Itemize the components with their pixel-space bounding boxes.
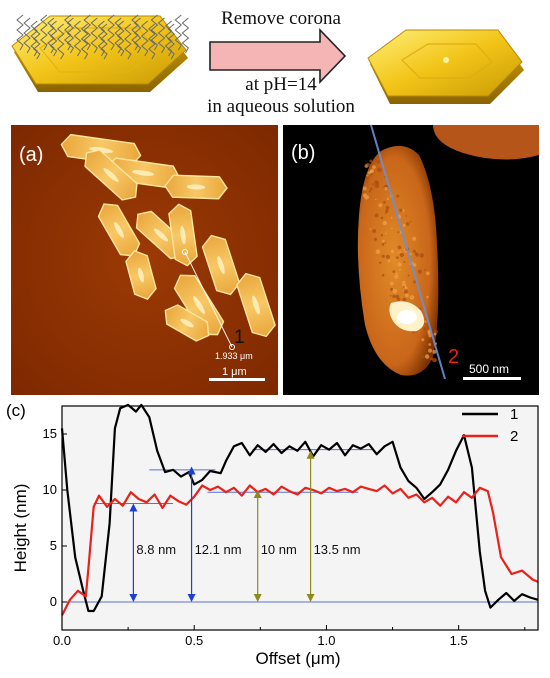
legend-label-1: 1 (510, 406, 518, 423)
legend-label-2: 2 (510, 428, 518, 445)
annotation-label: 10 nm (261, 542, 297, 557)
particle-without-corona (367, 29, 524, 104)
x-tick-label: 1.0 (317, 633, 335, 648)
height-profile-svg: 8.8 nm 12.1 nm 10 nm 13.5 nm 0.0 0.5 1.0 1.5 0 5… (6, 401, 539, 668)
y-tick-label: 5 (50, 538, 57, 553)
afm-image-b: (b) 2 500 nm (283, 124, 539, 395)
nanoplate (236, 272, 276, 338)
panel-a-scalebar (209, 378, 265, 381)
panel-a-measure: 1.933 μm (215, 351, 253, 361)
x-axis-label: Offset (μm) (255, 649, 340, 668)
corona-chain (90, 17, 99, 54)
panel-b-marker: 2 (448, 346, 459, 368)
corona-chain (66, 17, 75, 54)
y-tick-label: 10 (43, 482, 57, 497)
x-tick-label: 1.5 (450, 633, 468, 648)
corona-chain (40, 14, 48, 51)
afm-image-a-graphic: (a) 1 1.933 μm 1 μm (11, 125, 278, 395)
corona-chain (157, 17, 166, 54)
panel-a-label: (a) (19, 144, 43, 166)
annotation-label: 12.1 nm (195, 542, 242, 557)
x-tick-label: 0.5 (185, 633, 203, 648)
annotation-label: 8.8 nm (136, 542, 176, 557)
scheme-line-1: Remove corona (221, 8, 341, 29)
corona-chain (49, 20, 58, 57)
legend: 12 (462, 406, 518, 445)
afm-image-b-graphic: (b) 2 500 nm (283, 124, 539, 395)
x-tick-label: 0.0 (53, 633, 71, 648)
nanoplate (168, 203, 198, 267)
nanoplate (164, 174, 228, 200)
particle-with-corona (11, 14, 190, 92)
corona-chain (107, 14, 115, 51)
corona-chain (80, 23, 89, 60)
height-annotation: 12.1 nm (187, 466, 242, 602)
panel-b-scalebar-label: 500 nm (469, 362, 509, 376)
nanoplate (60, 133, 142, 167)
corona-chain (23, 17, 31, 54)
scheme-line-3: in aqueous solution (207, 96, 355, 117)
arrow-icon (209, 28, 347, 84)
corona-chain (56, 23, 65, 60)
y-tick-label: 0 (50, 594, 57, 609)
corona-chain (181, 17, 190, 54)
nanoplate (125, 250, 157, 300)
y-axis-label: Height (nm) (11, 484, 30, 573)
corona-chain (73, 20, 82, 57)
nanoplate (84, 149, 138, 201)
height-annotation: 10 nm (253, 490, 297, 602)
corona-chain (150, 14, 159, 51)
corona-chain (167, 23, 175, 60)
panel-a-marker: 1 (234, 327, 245, 348)
nanoplate (173, 274, 225, 336)
height-annotation: 13.5 nm (306, 450, 361, 602)
afm-image-a: (a) 1 1.933 μm 1 μm (11, 125, 278, 395)
corona-chain (133, 17, 142, 54)
corona-chain (16, 14, 24, 51)
corona-chain (174, 14, 183, 51)
panel-b-scalebar (463, 377, 521, 380)
corona-chain (100, 23, 108, 60)
corona-chain (140, 20, 149, 57)
plot-frame (61, 405, 539, 631)
corona-chain (148, 23, 156, 60)
series-line-1 (60, 403, 539, 613)
height-profile-chart: 8.8 nm 12.1 nm 10 nm 13.5 nm 0.0 0.5 1.0 1.5 0 5… (0, 398, 550, 673)
height-annotation: 8.8 nm (129, 503, 176, 602)
panel-a-scalebar-label: 1 μm (222, 366, 247, 378)
panel-c-label: (c) (6, 401, 26, 420)
nanoplate (201, 234, 241, 296)
corona-chain (117, 20, 125, 57)
annotation-label: 13.5 nm (314, 542, 361, 557)
nanoplate (164, 304, 210, 342)
series-line-2 (61, 484, 539, 616)
panel-b-label: (b) (291, 142, 315, 164)
corona-chain (83, 14, 91, 51)
y-tick-label: 15 (43, 426, 57, 441)
scheme: Remove corona at pH=14 in aqueous soluti… (0, 0, 550, 122)
corona-chain (33, 23, 41, 60)
corona-chain (124, 23, 132, 60)
scheme-graphic (11, 14, 524, 104)
scheme-line-2: at pH=14 (245, 74, 317, 95)
